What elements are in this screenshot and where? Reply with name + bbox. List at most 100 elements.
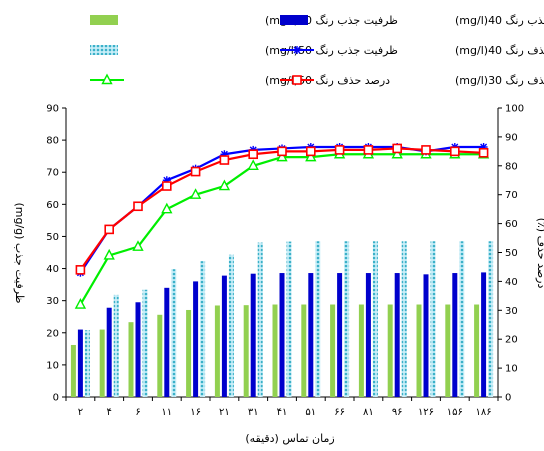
y-right-tick-label: 30 (505, 306, 518, 317)
bar-30 (214, 305, 220, 397)
bar-30 (157, 314, 163, 397)
marker-removal-30 (392, 143, 403, 154)
marker-removal-50 (391, 147, 403, 159)
marker-removal-30 (363, 145, 374, 155)
x-tick-label: ۱۱ (161, 407, 172, 418)
bar-40 (481, 272, 487, 397)
bar-50 (142, 289, 148, 397)
x-tick-label: ۴۱ (277, 407, 288, 418)
x-tick-label: ۶ (135, 407, 140, 418)
x-tick-label: ۳۱ (248, 407, 259, 418)
y-right-tick-label: 90 (505, 132, 518, 143)
x-tick-label: ۸۱ (363, 407, 374, 418)
legend-swatch (280, 15, 308, 25)
marker-removal-30 (277, 146, 287, 157)
marker-removal-50 (161, 202, 173, 214)
y-right-tick-label: 100 (505, 104, 524, 115)
legend-item: درصد حذف رنگ 50(mg/l) (90, 73, 390, 87)
marker-removal-30 (75, 265, 86, 275)
legend-item: درصد حذف رنگ 30(mg/l) (280, 74, 544, 87)
marker-removal-30 (162, 181, 172, 191)
y-right-tick-label: 70 (505, 190, 518, 201)
y-left-tick-label: 30 (46, 296, 59, 307)
bar-40 (250, 273, 256, 397)
y-left-tick-label: 90 (46, 104, 59, 115)
x-tick-label: ۵۱ (305, 407, 316, 418)
legend-label: درصد حذف رنگ 40(mg/l) (455, 44, 544, 57)
bar-30 (358, 304, 364, 397)
marker-removal-30 (421, 145, 431, 155)
y-right-tick-label: 40 (505, 277, 518, 288)
legend-marker (292, 75, 302, 85)
marker-removal-30 (219, 155, 230, 165)
bar-50 (84, 330, 90, 397)
x-tick-label: ۱۶ (190, 407, 201, 418)
bar-30 (272, 304, 278, 397)
bar-40 (77, 329, 83, 397)
legend-item: ظرفیت جذب رنگ 50(mg/l) (90, 44, 398, 57)
bar-50 (228, 254, 234, 397)
marker-removal-50 (218, 179, 231, 191)
legend: ظرفیت جذب رنگ 30(mg/l) ظرفیت جذب رنگ 40(m… (90, 14, 544, 87)
legend-label: ظرفیت جذب رنگ 40(mg/l) (455, 14, 544, 27)
y-axis-left-title: ظرفیت جذب (mg/g) (13, 202, 26, 303)
y-left-tick-label: 10 (46, 360, 59, 371)
x-tick-label: ۲۱ (219, 407, 230, 418)
bar-50 (257, 242, 263, 397)
bar-30 (445, 304, 451, 397)
y-left-tick-label: 60 (46, 200, 59, 211)
legend-marker (101, 73, 113, 85)
bar-40 (365, 273, 371, 397)
legend-label: ظرفیت جذب رنگ 50(mg/l) (265, 44, 398, 57)
marker-removal-30 (449, 146, 460, 157)
bar-30 (474, 304, 480, 397)
y-right-tick-label: 10 (505, 364, 518, 375)
bar-50 (488, 241, 494, 397)
y-right-tick-label: 80 (505, 161, 518, 172)
y-left-tick-label: 40 (46, 264, 59, 275)
bar-30 (387, 304, 393, 397)
x-tick-label: ۱۲۶ (418, 407, 434, 418)
y-left-tick-label: 80 (46, 136, 59, 147)
bar-30 (301, 304, 307, 397)
bar-50 (401, 241, 407, 397)
marker-removal-50 (276, 150, 288, 162)
bar-50 (372, 241, 378, 397)
bar-40 (106, 307, 112, 397)
y-right-tick-label: 0 (505, 393, 511, 404)
y-right-tick-label: 60 (505, 219, 518, 230)
marker-removal-30 (478, 147, 489, 158)
bar-40 (337, 273, 343, 397)
y-axis-right-title: درصد حذف (٪) (535, 218, 544, 289)
lines (74, 143, 490, 309)
marker-removal-50 (132, 240, 144, 251)
x-tick-label: ۲ (78, 407, 83, 418)
legend-swatch (90, 45, 118, 55)
y-right-tick-label: 50 (505, 248, 518, 259)
marker-removal-30 (104, 224, 114, 235)
bar-40 (135, 302, 141, 397)
marker-removal-50 (74, 298, 87, 309)
bar-30 (186, 309, 192, 397)
bar-30 (243, 305, 249, 397)
x-tick-label: ۴ (107, 407, 112, 418)
bar-40 (164, 287, 170, 397)
y-left-tick-label: 20 (46, 328, 59, 339)
marker-removal-30 (305, 146, 316, 157)
legend-swatch (90, 15, 118, 25)
bar-30 (70, 344, 76, 397)
bar-30 (330, 304, 336, 397)
bar-40 (279, 273, 285, 397)
bar-50 (315, 241, 321, 397)
bar-40 (452, 273, 458, 397)
y-right-tick-label: 20 (505, 335, 518, 346)
y-left-tick-label: 70 (46, 168, 59, 179)
y-left-tick-label: 0 (53, 393, 59, 404)
bar-50 (286, 241, 292, 397)
bar-30 (416, 304, 422, 397)
bar-50 (430, 241, 436, 397)
bar-30 (99, 329, 105, 397)
marker-removal-30 (334, 145, 345, 155)
marker-removal-50 (305, 150, 317, 162)
legend-label: درصد حذف رنگ 30(mg/l) (455, 74, 544, 87)
